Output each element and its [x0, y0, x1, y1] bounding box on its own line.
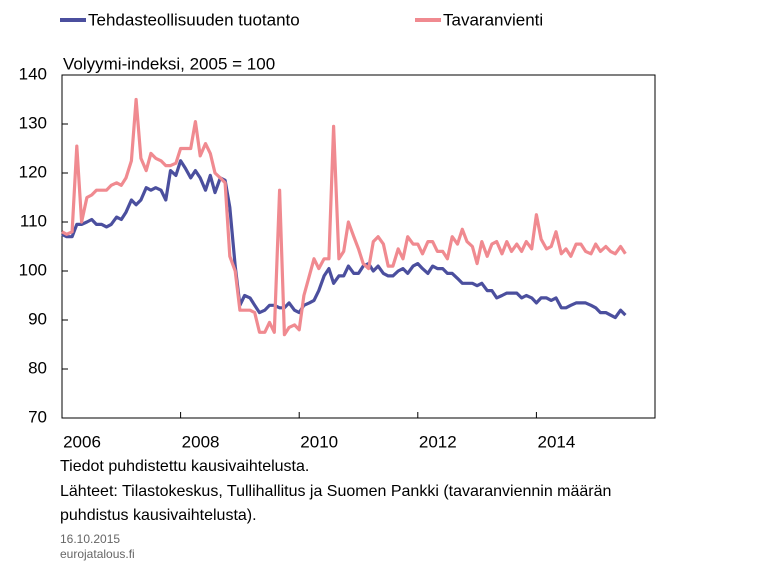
y-tick-label: 70 — [28, 407, 47, 426]
x-tick-label: 2010 — [300, 432, 338, 451]
series-line — [61, 159, 627, 320]
y-tick-label: 100 — [19, 260, 47, 279]
chart-subtitle: Volyymi-indeksi, 2005 = 100 — [63, 54, 275, 73]
note: Lähteet: Tilastokeskus, Tullihallitus ja… — [60, 483, 611, 500]
source: eurojatalous.fi — [60, 547, 135, 561]
x-tick-label: 2014 — [537, 432, 575, 451]
y-tick-label: 120 — [19, 162, 47, 181]
x-tick-label: 2012 — [419, 432, 457, 451]
note: puhdistus kausivaihtelusta). — [60, 507, 257, 524]
date: 16.10.2015 — [60, 532, 120, 546]
note: Tiedot puhdistettu kausivaihtelusta. — [60, 458, 309, 475]
legend-label: Tehdasteollisuuden tuotanto — [88, 10, 300, 29]
x-tick-label: 2008 — [182, 432, 220, 451]
y-tick-label: 130 — [19, 113, 47, 132]
y-tick-label: 110 — [20, 211, 47, 230]
y-tick-label: 80 — [28, 358, 47, 377]
legend-label: Tavaranvienti — [443, 10, 543, 29]
x-tick-label: 2006 — [63, 432, 101, 451]
y-tick-label: 140 — [19, 64, 47, 83]
series-line — [61, 97, 627, 337]
plot-frame — [61, 74, 656, 419]
y-tick-label: 90 — [28, 309, 47, 328]
